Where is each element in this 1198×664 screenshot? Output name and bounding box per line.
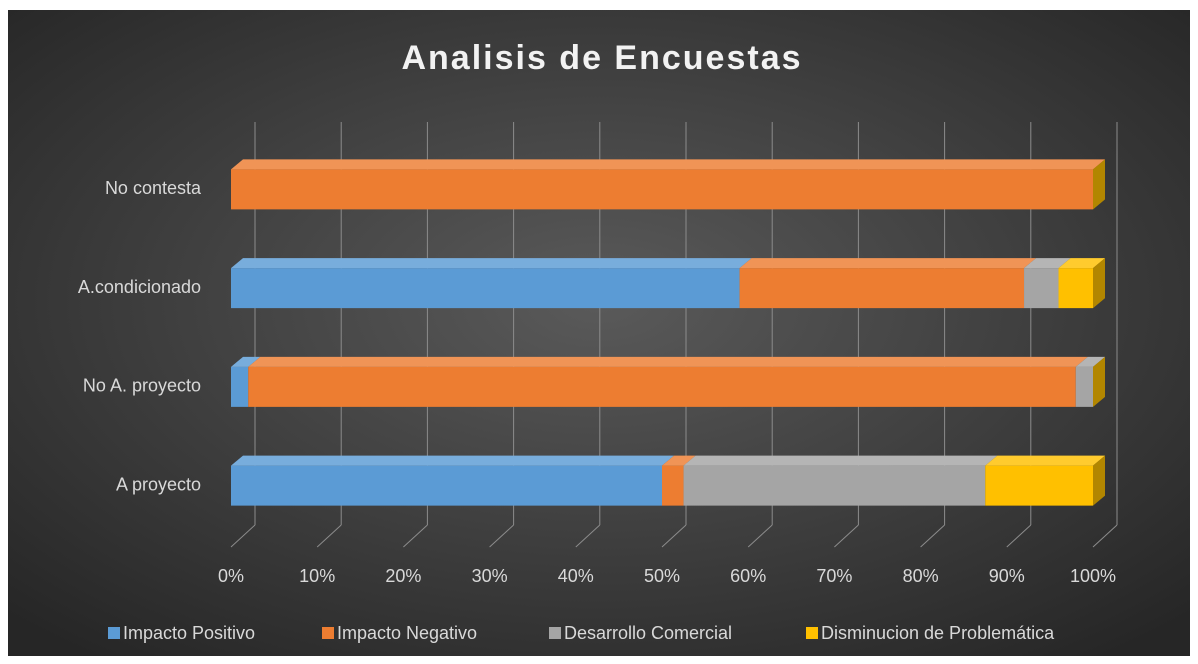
bar-top-shade — [231, 159, 1105, 170]
bar-side — [1093, 159, 1105, 210]
bar — [662, 465, 684, 506]
x-tick-label: 30% — [472, 566, 508, 586]
bar-top-shade — [248, 356, 1088, 367]
bar-side-shade — [1093, 159, 1105, 210]
bar-side — [1093, 356, 1105, 407]
bar-top — [231, 159, 1105, 170]
chart-title: Analisis de Encuestas — [401, 39, 802, 77]
bar-top — [231, 455, 674, 466]
bar-side-shade — [1093, 356, 1105, 407]
grid-floor — [1006, 524, 1032, 548]
chart-background — [8, 10, 1190, 656]
bar-side-shade — [1093, 258, 1105, 309]
bar-top-shade — [1058, 258, 1105, 269]
grid-floor — [1092, 524, 1118, 548]
legend-swatch — [322, 627, 334, 639]
legend-label: Impacto Negativo — [337, 623, 477, 643]
bar-top-shade — [231, 455, 674, 466]
grid-floor — [403, 524, 428, 548]
x-tick-label: 60% — [730, 566, 766, 586]
bar-top-shade — [1024, 258, 1071, 269]
bar — [1075, 366, 1093, 407]
bar-top — [739, 258, 1037, 269]
x-tick-label: 90% — [989, 566, 1025, 586]
x-tick-label: 80% — [903, 566, 939, 586]
bar — [1058, 268, 1093, 309]
bar-top — [1024, 258, 1071, 269]
bar-top-shade — [662, 455, 696, 466]
legend-label: Desarrollo Comercial — [564, 623, 732, 643]
x-tick-label: 0% — [218, 566, 244, 586]
bar — [231, 465, 662, 506]
bar-top — [985, 455, 1105, 466]
bar-top — [1075, 356, 1105, 367]
bar-top — [231, 356, 261, 367]
grid-floor — [316, 524, 342, 548]
grid-floor — [747, 524, 773, 548]
bar-top — [662, 455, 696, 466]
x-tick-label: 40% — [558, 566, 594, 586]
bar — [231, 268, 740, 309]
bar — [231, 169, 1093, 210]
bar-top — [1058, 258, 1105, 269]
bar-side-shade — [1093, 455, 1105, 506]
x-tick-label: 70% — [816, 566, 852, 586]
grid-floor — [834, 524, 859, 548]
bar-top — [248, 356, 1088, 367]
x-tick-label: 50% — [644, 566, 680, 586]
bar-side — [1093, 258, 1105, 309]
y-tick-label: No contesta — [105, 178, 202, 198]
grid-floor — [489, 524, 514, 548]
bar — [985, 465, 1093, 506]
grid-floor — [230, 524, 256, 548]
y-tick-label: A.condicionado — [78, 277, 201, 297]
x-tick-label: 20% — [385, 566, 421, 586]
legend-swatch — [806, 627, 818, 639]
bar — [231, 366, 249, 407]
y-tick-label: No A. proyecto — [83, 376, 201, 396]
bar-top-shade — [231, 356, 261, 367]
grid-floor — [661, 524, 687, 548]
bar-side — [1093, 455, 1105, 506]
grid-floor — [575, 524, 601, 548]
bar-top-shade — [739, 258, 1037, 269]
x-tick-label: 10% — [299, 566, 335, 586]
y-tick-label: A proyecto — [116, 474, 201, 494]
bar-top-shade — [683, 455, 998, 466]
grid-floor — [920, 524, 945, 548]
legend-swatch — [549, 627, 561, 639]
bar — [739, 268, 1025, 309]
bar-top-shade — [1075, 356, 1105, 367]
legend-label: Disminucion de Problemática — [821, 623, 1055, 643]
legend-swatch — [108, 627, 120, 639]
bar-top — [683, 455, 998, 466]
bar — [683, 465, 986, 506]
legend-label: Impacto Positivo — [123, 623, 255, 643]
bar — [248, 366, 1076, 407]
bar-top-shade — [231, 258, 752, 269]
bar-top — [231, 258, 752, 269]
x-tick-label: 100% — [1070, 566, 1116, 586]
bar — [1024, 268, 1059, 309]
bar-top-shade — [985, 455, 1105, 466]
